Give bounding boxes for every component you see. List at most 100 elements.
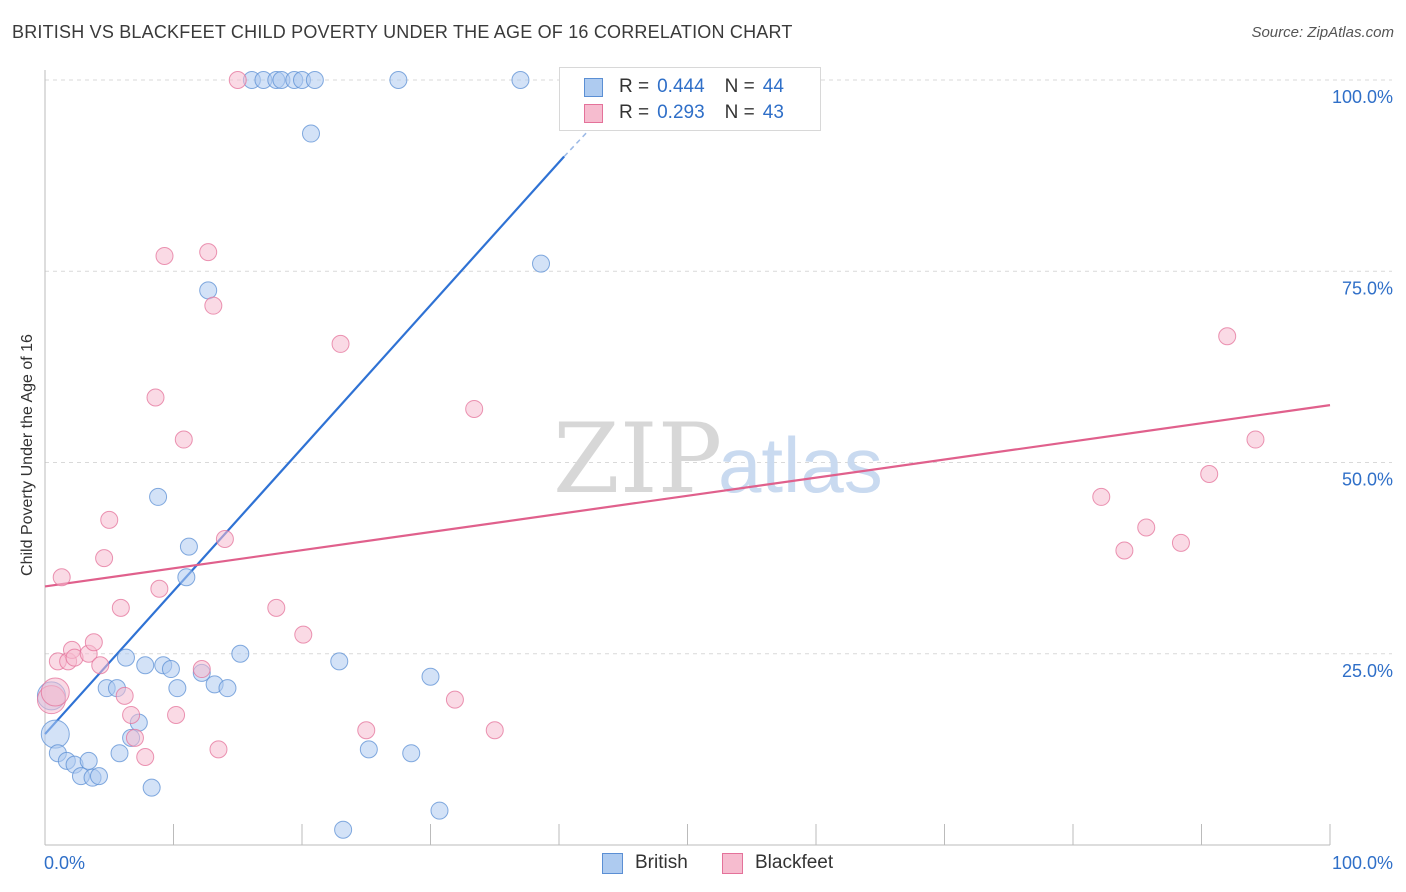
watermark-atlas: atlas [718, 421, 883, 509]
british-point [301, 124, 320, 143]
legend-row-british: R = 0.444 N = 44 [584, 74, 784, 100]
blackfeet-point [150, 579, 169, 598]
british-point [389, 71, 408, 89]
blackfeet-point [294, 625, 313, 644]
blackfeet-point [445, 690, 464, 709]
blackfeet-point [1092, 487, 1111, 506]
blackfeet-point [267, 598, 286, 617]
bottom-legend-label-blackfeet: Blackfeet [755, 852, 834, 873]
data-points [36, 71, 1265, 839]
blackfeet-point [100, 510, 119, 529]
british-point [116, 648, 135, 667]
blackfeet-point [167, 705, 186, 724]
trend-lines [44, 79, 1331, 735]
british-point [177, 568, 196, 587]
bottom-legend-blackfeet[interactable]: Blackfeet [722, 852, 833, 874]
british-point [149, 487, 168, 506]
blackfeet-point [1246, 430, 1265, 449]
british-point [305, 71, 324, 89]
blackfeet-point [465, 399, 484, 418]
trend-line-blackfeet [44, 404, 1331, 588]
british-point [330, 652, 349, 671]
series-blackfeet [36, 71, 1265, 767]
british-point [430, 801, 449, 820]
british-point [179, 537, 198, 556]
blackfeet-point [122, 705, 141, 724]
series-british [36, 71, 551, 839]
blackfeet-point [1200, 464, 1219, 483]
legend-box: R = 0.444 N = 44 R = 0.293 N = 43 [559, 67, 821, 131]
british-point [40, 719, 70, 749]
legend-r-value: 0.293 [657, 102, 705, 123]
british-point [136, 656, 155, 675]
y-tick-label: 100.0% [1332, 87, 1393, 107]
blackfeet-point [174, 430, 193, 449]
watermark-zip: ZIP [553, 403, 722, 515]
legend-n-value: 43 [762, 102, 784, 123]
british-point [359, 740, 378, 759]
y-tick-label: 50.0% [1342, 470, 1393, 490]
y-tick-label: 25.0% [1342, 661, 1393, 681]
blackfeet-point [125, 728, 144, 747]
british-point [161, 660, 180, 679]
british-point [142, 778, 161, 797]
british-point [168, 679, 187, 698]
blackfeet-point [95, 549, 114, 568]
british-point [110, 744, 129, 763]
legend-swatch-british [584, 77, 603, 97]
gridlines [45, 79, 1392, 655]
source-label: Source: ZipAtlas.com [1251, 24, 1394, 41]
bottom-legend-swatch-british [602, 852, 623, 874]
blackfeet-point [136, 748, 155, 767]
blackfeet-point [1218, 327, 1237, 346]
legend-r-label: R = [619, 102, 650, 123]
legend-r-value: 0.444 [657, 76, 705, 97]
blackfeet-point [40, 677, 70, 707]
chart-title: BRITISH VS BLACKFEET CHILD POVERTY UNDER… [12, 22, 793, 42]
blackfeet-point [115, 686, 134, 705]
blackfeet-point [485, 721, 504, 740]
bottom-legend-swatch-blackfeet [722, 852, 743, 874]
british-point [79, 751, 98, 770]
british-point [421, 667, 440, 686]
bottom-legend-british[interactable]: British [602, 852, 688, 874]
y-tick-label: 75.0% [1342, 278, 1393, 298]
british-point [89, 767, 108, 786]
blackfeet-point [228, 71, 247, 89]
blackfeet-point [146, 388, 165, 407]
x-tick-label-min: 0.0% [44, 853, 85, 873]
legend-n-label: N = [724, 76, 755, 97]
british-point [199, 281, 218, 300]
british-point [402, 744, 421, 763]
british-point [231, 644, 250, 663]
blackfeet-point [155, 246, 174, 265]
blackfeet-point [209, 740, 228, 759]
blackfeet-point [331, 334, 350, 353]
tick-labels: 25.0% 50.0% 75.0% 100.0% 0.0% 100.0% [44, 87, 1393, 873]
bottom-legend-label-british: British [635, 852, 688, 873]
legend-row-blackfeet: R = 0.293 N = 43 [584, 100, 784, 126]
bottom-legend: British Blackfeet [0, 852, 1406, 878]
legend-n-value: 44 [762, 76, 784, 97]
blackfeet-point [1115, 541, 1134, 560]
axes [44, 70, 1331, 846]
blackfeet-point [199, 243, 218, 262]
blackfeet-point [215, 530, 234, 548]
british-point [218, 679, 237, 698]
british-point [334, 820, 353, 839]
blackfeet-point [204, 296, 223, 315]
blackfeet-point [111, 598, 130, 617]
x-tick-label-max: 100.0% [1332, 853, 1393, 873]
legend-n-label: N = [724, 102, 755, 123]
blackfeet-point [192, 660, 211, 679]
trend-line-british [44, 155, 565, 735]
blackfeet-point [91, 656, 110, 675]
blackfeet-point [84, 633, 103, 652]
legend-swatch-blackfeet [584, 103, 603, 123]
blackfeet-point [1137, 518, 1156, 537]
blackfeet-point [357, 721, 376, 740]
legend-r-label: R = [619, 76, 650, 97]
british-point [511, 71, 530, 89]
